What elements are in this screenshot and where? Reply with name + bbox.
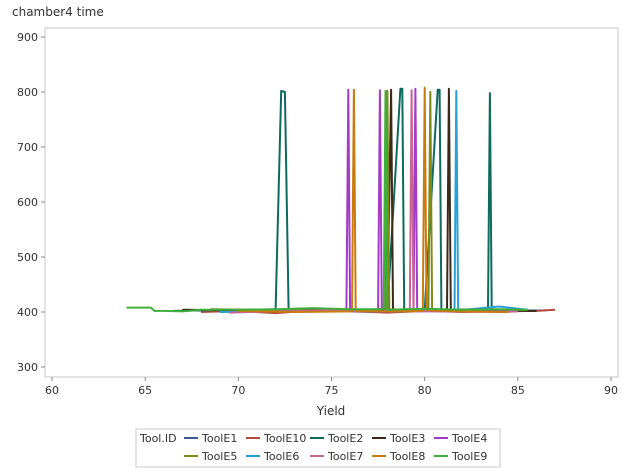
legend-label: ToolE2	[327, 432, 363, 445]
x-axis-label: Yield	[316, 404, 346, 418]
legend-label: ToolE3	[389, 432, 425, 445]
x-axis: 60 65 70 75 80 85 90	[45, 377, 618, 397]
y-tick-label: 600	[17, 196, 38, 209]
x-tick-label: 80	[418, 384, 432, 397]
y-tick-label: 500	[17, 251, 38, 264]
x-tick-label: 70	[231, 384, 245, 397]
x-tick-label: 85	[511, 384, 525, 397]
legend-label: ToolE4	[451, 432, 487, 445]
y-tick-label: 900	[17, 31, 38, 44]
legend-label: ToolE6	[263, 450, 299, 463]
x-tick-label: 60	[45, 384, 59, 397]
y-axis: 300 400 500 600 700 800 900	[17, 31, 45, 374]
legend-label: ToolE8	[389, 450, 425, 463]
legend-item-toole2: ToolE2	[310, 432, 363, 445]
legend-label: ToolE1	[201, 432, 237, 445]
y-axis-label: chamber4 time	[12, 5, 104, 19]
y-tick-label: 800	[17, 86, 38, 99]
series-line-toole2	[173, 87, 537, 312]
legend-item-toole6: ToolE6	[246, 450, 299, 463]
legend: Tool.ID ToolE1 ToolE10 ToolE2 ToolE3 ToolE4T…	[135, 428, 501, 468]
legend-item-toole8: ToolE8	[372, 450, 425, 463]
legend-label: ToolE5	[201, 450, 237, 463]
legend-items: ToolE1 ToolE10 ToolE2 ToolE3 ToolE4 ToolE5 Too…	[184, 432, 487, 463]
legend-label: ToolE9	[451, 450, 487, 463]
y-tick-label: 400	[17, 306, 38, 319]
legend-label: ToolE7	[327, 450, 363, 463]
y-tick-label: 300	[17, 361, 38, 374]
legend-item-toole3: ToolE3	[372, 432, 425, 445]
legend-item-toole9: ToolE9	[434, 450, 487, 463]
legend-item-toole1: ToolE1	[184, 432, 237, 445]
series-line-toole8	[238, 86, 509, 313]
series-line-toole9	[126, 89, 528, 313]
x-tick-label: 90	[604, 384, 618, 397]
legend-item-toole10: ToolE10	[246, 432, 306, 445]
x-tick-label: 75	[325, 384, 339, 397]
legend-item-toole5: ToolE5	[184, 450, 237, 463]
legend-item-toole7: ToolE7	[310, 450, 363, 463]
legend-box	[135, 428, 501, 468]
legend-item-toole4: ToolE4	[434, 432, 487, 445]
legend-title: Tool.ID	[139, 432, 177, 445]
legend-label: ToolE10	[263, 432, 306, 445]
series-layer	[126, 86, 556, 315]
y-tick-label: 700	[17, 141, 38, 154]
x-tick-label: 65	[138, 384, 152, 397]
